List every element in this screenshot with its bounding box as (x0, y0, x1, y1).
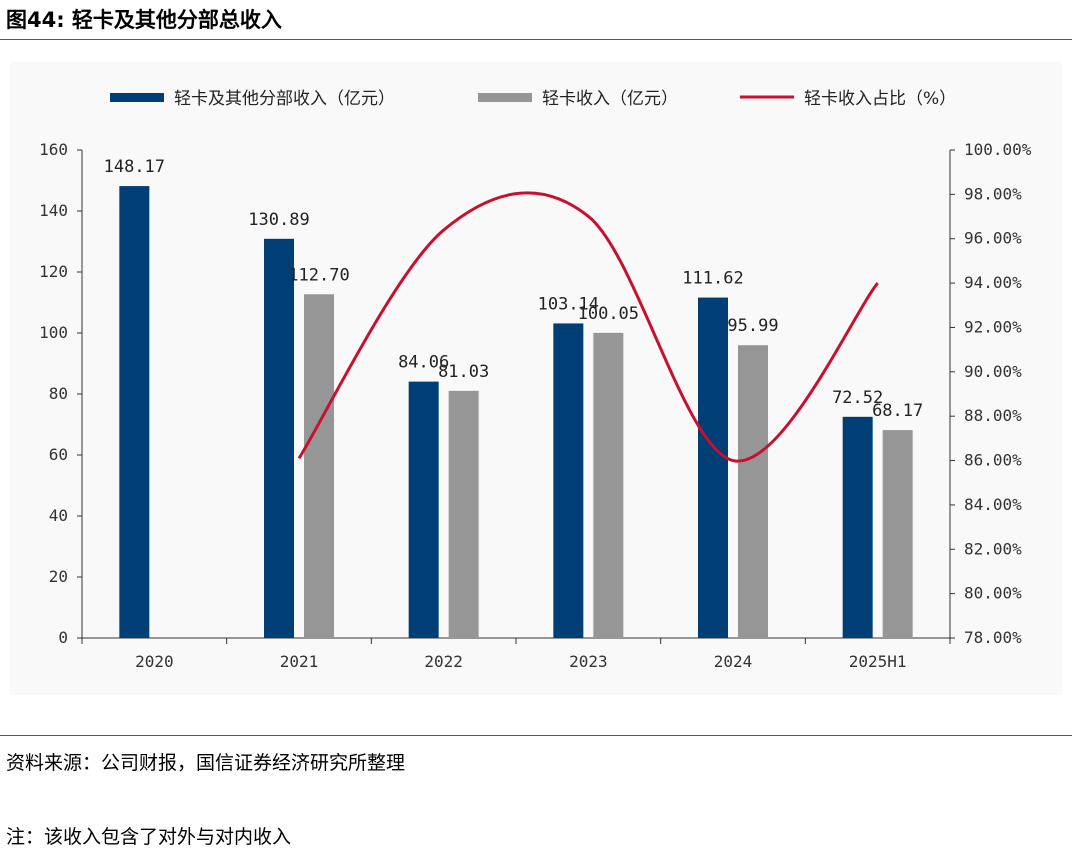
left-axis-tick-label: 80 (49, 384, 68, 403)
legend-swatch (478, 93, 532, 102)
bar-light-truck-revenue (448, 390, 479, 638)
left-axis-tick-label: 40 (49, 506, 68, 525)
source-note: 资料来源：公司财报，国信证券经济研究所整理 (6, 752, 406, 774)
chart-legend: 轻卡及其他分部收入（亿元） 轻卡收入（亿元） 轻卡收入占比（%） (110, 89, 956, 109)
left-axis-tick-label: 120 (39, 262, 68, 281)
x-axis-tick-label: 2023 (569, 652, 608, 671)
bar-segment-revenue (698, 297, 728, 638)
x-axis-tick-label: 2024 (714, 652, 753, 671)
bar-data-label: 68.17 (872, 401, 923, 421)
right-axis-tick-label: 84.00% (964, 495, 1022, 514)
bar-segment-revenue (553, 323, 584, 638)
bar-segment-revenue (264, 238, 294, 638)
left-axis-tick-label: 20 (49, 567, 68, 586)
figure-title: 图44: 轻卡及其他分部总收入 (6, 8, 282, 32)
bar-data-label: 81.03 (438, 362, 489, 382)
title-rule (0, 39, 1072, 40)
bar-segment-revenue (119, 186, 150, 639)
right-axis-tick-label: 92.00% (964, 317, 1022, 336)
bar-data-label: 72.52 (832, 388, 883, 408)
bar-data-label: 95.99 (727, 316, 778, 336)
right-axis-tick-label: 98.00% (964, 184, 1022, 203)
chart-line (297, 191, 879, 463)
left-axis-tick-label: 100 (39, 323, 68, 342)
bar-data-label: 84.06 (398, 353, 449, 373)
line-light-truck-share (297, 191, 879, 463)
x-axis-tick-label: 2025H1 (849, 652, 907, 671)
right-axis-tick-label: 86.00% (964, 451, 1022, 470)
bar-light-truck-revenue (304, 294, 334, 638)
right-axis-tick-label: 90.00% (964, 362, 1022, 381)
bar-data-label: 112.70 (288, 265, 349, 285)
right-axis-tick-label: 78.00% (964, 628, 1022, 647)
x-axis-tick-label: 2021 (280, 652, 319, 671)
right-axis-tick-label: 80.00% (964, 584, 1022, 603)
bar-data-label: 100.05 (578, 304, 639, 324)
bar-data-label: 148.17 (104, 157, 165, 177)
left-axis-tick-label: 0 (58, 628, 68, 647)
source-rule (0, 735, 1072, 736)
combo-chart: 轻卡及其他分部收入（亿元） 轻卡收入（亿元） 轻卡收入占比（%） 0 20 40 60 80… (39, 89, 1032, 671)
legend-label: 轻卡收入（亿元） (542, 89, 678, 109)
bar-segment-revenue (842, 416, 873, 638)
legend-label: 轻卡收入占比（%） (804, 89, 956, 109)
right-axis-tick-label: 82.00% (964, 539, 1022, 558)
bar-light-truck-revenue (738, 345, 768, 638)
bar-light-truck-revenue (882, 430, 913, 638)
chart-data-labels: 148.17 130.89 84.06 103.14 111.62 72.52 112.70… (104, 157, 924, 421)
right-axis-tick-label: 88.00% (964, 406, 1022, 425)
bar-segment-revenue (408, 381, 439, 638)
right-axis-tick-label: 94.00% (964, 273, 1022, 292)
chart-axes: 0 20 40 60 80 100 120 140 160 78.00% 80.00% 82.00% 8… (39, 140, 1032, 671)
bar-data-label: 130.89 (248, 210, 309, 230)
x-axis-tick-label: 2020 (135, 652, 174, 671)
x-axis-tick-label: 2022 (424, 652, 463, 671)
footnote: 注：该收入包含了对外与对内收入 (6, 826, 292, 848)
bar-data-label: 103.14 (538, 294, 599, 314)
left-axis-tick-label: 160 (39, 140, 68, 159)
right-axis-tick-label: 96.00% (964, 229, 1022, 248)
left-axis-tick-label: 140 (39, 201, 68, 220)
right-axis-tick-label: 100.00% (964, 140, 1032, 159)
chart-bars (119, 186, 913, 639)
left-axis-tick-label: 60 (49, 445, 68, 464)
bar-light-truck-revenue (593, 332, 624, 638)
bar-data-label: 111.62 (682, 269, 743, 289)
legend-label: 轻卡及其他分部收入（亿元） (174, 89, 395, 109)
legend-swatch (110, 93, 164, 102)
